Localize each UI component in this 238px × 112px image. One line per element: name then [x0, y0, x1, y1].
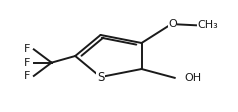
Text: F: F: [24, 44, 30, 54]
Text: O: O: [168, 19, 177, 29]
Text: S: S: [97, 71, 104, 84]
Text: F: F: [24, 71, 30, 81]
Text: CH₃: CH₃: [197, 20, 218, 30]
Text: F: F: [24, 58, 30, 68]
Text: OH: OH: [184, 73, 201, 83]
